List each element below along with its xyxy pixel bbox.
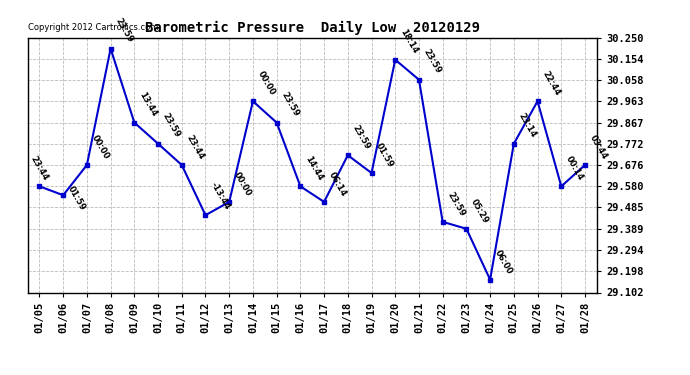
Text: 00:00: 00:00	[232, 170, 253, 198]
Text: 23:44: 23:44	[184, 133, 206, 161]
Text: 00:00: 00:00	[90, 134, 110, 161]
Text: 03:44: 03:44	[588, 133, 609, 161]
Text: 00:00: 00:00	[256, 70, 277, 97]
Text: Copyright 2012 Cartrollics.com: Copyright 2012 Cartrollics.com	[28, 23, 158, 32]
Text: 00:14: 00:14	[564, 154, 585, 182]
Text: 23:59: 23:59	[161, 112, 182, 140]
Text: 01:59: 01:59	[374, 141, 395, 169]
Text: 01:59: 01:59	[66, 184, 87, 212]
Text: 18:14: 18:14	[398, 28, 420, 56]
Text: 06:00: 06:00	[493, 248, 514, 276]
Text: 05:29: 05:29	[469, 197, 491, 225]
Text: 23:59: 23:59	[446, 190, 466, 218]
Text: -13:44: -13:44	[208, 180, 231, 211]
Text: 23:59: 23:59	[422, 48, 443, 75]
Text: 14:44: 14:44	[303, 154, 324, 182]
Text: 13:44: 13:44	[137, 91, 158, 118]
Text: 23:59: 23:59	[113, 17, 135, 45]
Text: 23:44: 23:44	[28, 154, 50, 182]
Text: 06:14: 06:14	[327, 170, 348, 198]
Text: 23:14: 23:14	[517, 112, 538, 140]
Text: 23:59: 23:59	[279, 91, 301, 118]
Text: 22:44: 22:44	[540, 69, 562, 97]
Text: 23:59: 23:59	[351, 123, 372, 151]
Title: Barometric Pressure  Daily Low  20120129: Barometric Pressure Daily Low 20120129	[145, 21, 480, 35]
